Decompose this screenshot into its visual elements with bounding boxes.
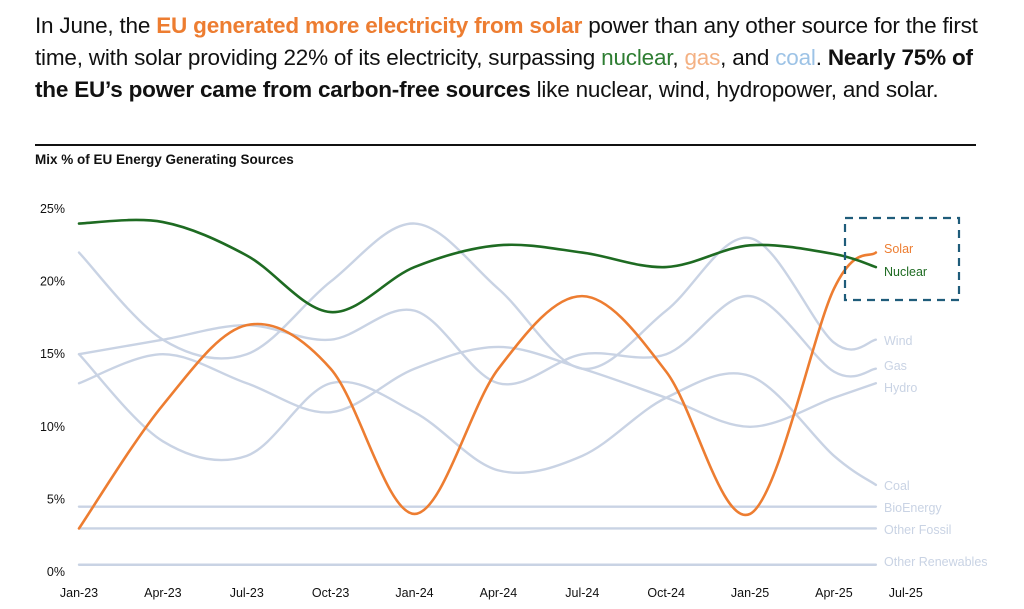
x-tick-label: Jul-25: [889, 586, 923, 600]
series-label-gas: Gas: [884, 359, 907, 373]
x-tick-label: Jan-25: [731, 586, 769, 600]
y-tick-label: 25%: [40, 202, 65, 216]
headline-text: In June, the: [35, 13, 157, 38]
highlight-box: [843, 216, 961, 302]
series-line-hydro: [77, 345, 878, 429]
series-line-solar: [77, 251, 878, 530]
series-label-other-renewables: Other Renewables: [884, 555, 988, 569]
series-label-nuclear: Nuclear: [884, 265, 927, 279]
headline-text: power than any other source for the firs…: [35, 13, 978, 70]
x-tick-label: Oct-24: [647, 586, 685, 600]
x-tick-label: Jan-24: [395, 586, 433, 600]
x-tick-label: Apr-23: [144, 586, 182, 600]
x-tick-label: Jul-24: [565, 586, 599, 600]
divider: [35, 144, 976, 146]
series-label-solar: Solar: [884, 242, 913, 256]
x-tick-label: Jul-23: [230, 586, 264, 600]
x-tick-label: Apr-25: [815, 586, 853, 600]
x-tick-label: Oct-23: [312, 586, 350, 600]
headline-coal: coal: [775, 45, 816, 70]
headline-text: .: [815, 45, 828, 70]
series-label-coal: Coal: [884, 479, 910, 493]
headline-text: , and: [720, 45, 776, 70]
headline-text: like nuclear, wind, hydropower, and sola…: [530, 77, 939, 102]
series-label-wind: Wind: [884, 334, 913, 348]
y-tick-label: 15%: [40, 347, 65, 361]
series-line-wind: [77, 222, 878, 370]
series-line-gas: [77, 294, 878, 386]
y-tick-label: 10%: [40, 420, 65, 434]
series-line-coal: [77, 353, 878, 487]
chart-title: Mix % of EU Energy Generating Sources: [35, 152, 294, 167]
y-tick-label: 5%: [47, 492, 65, 506]
series-label-bioenergy: BioEnergy: [884, 501, 942, 515]
series-line-nuclear: [77, 218, 878, 314]
headline-solar-highlight: EU generated more electricity from solar: [156, 13, 583, 38]
y-tick-label: 20%: [40, 275, 65, 289]
headline-nuclear: nuclear: [601, 45, 673, 70]
headline: In June, the EU generated more electrici…: [35, 10, 995, 106]
headline-bold: Nearly 75% of the EU’s power came from c…: [35, 45, 973, 102]
x-tick-label: Apr-24: [480, 586, 518, 600]
headline-text: ,: [672, 45, 685, 70]
x-tick-label: Jan-23: [60, 586, 98, 600]
series-label-other-fossil: Other Fossil: [884, 523, 951, 537]
headline-gas: gas: [684, 45, 721, 70]
series-label-hydro: Hydro: [884, 381, 917, 395]
y-tick-label: 0%: [47, 565, 65, 579]
